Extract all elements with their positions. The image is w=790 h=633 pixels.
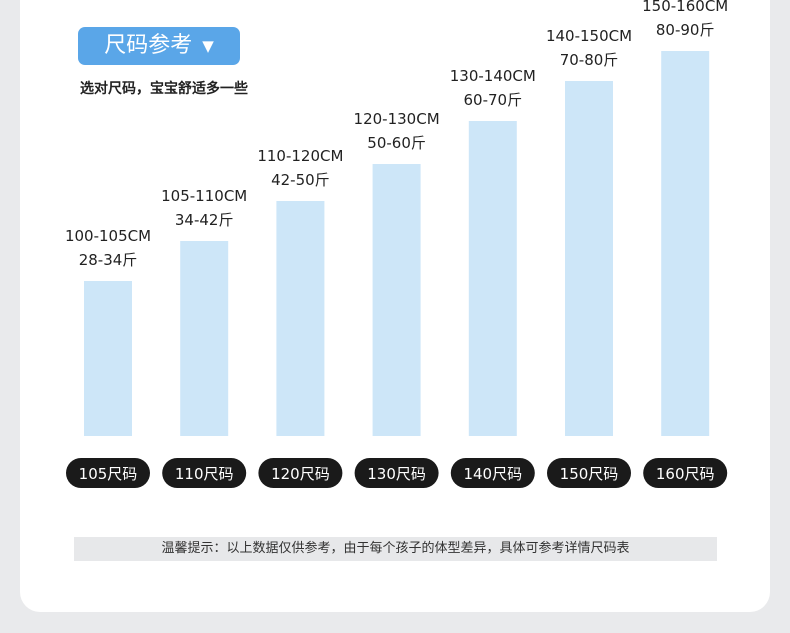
weight-label-6: 70-80斤 [560, 51, 619, 69]
size-pill-3 [258, 458, 343, 488]
bar-6 [565, 81, 613, 436]
bar-7 [661, 51, 710, 436]
category-label-7: 160尺码 [656, 465, 715, 483]
size-pill-5 [450, 458, 535, 488]
category-label-4: 130尺码 [367, 465, 426, 483]
height-label-4: 120-130CM [354, 110, 440, 128]
weight-label-4: 50-60斤 [367, 134, 426, 152]
bar-1 [84, 281, 132, 436]
bar-4 [372, 164, 421, 436]
height-label-2: 105-110CM [161, 187, 247, 205]
weight-label-1: 28-34斤 [79, 251, 138, 269]
size-pill-2 [162, 458, 247, 488]
bar-5 [468, 121, 517, 436]
weight-label-5: 60-70斤 [464, 91, 523, 109]
category-label-1: 105尺码 [79, 465, 138, 483]
category-label-2: 110尺码 [175, 465, 234, 483]
height-label-5: 130-140CM [450, 67, 536, 85]
weight-label-3: 42-50斤 [271, 171, 330, 189]
size-reference-title: 尺码参考 [104, 33, 193, 58]
triangle-down-icon: ▼ [202, 37, 214, 55]
weight-label-7: 80-90斤 [656, 21, 715, 39]
tip-banner: 温馨提示：以上数据仅供参考，由于每个孩子的体型差异，具体可参考详情尺码表 [74, 537, 717, 561]
size-reference-dropdown[interactable]: 尺码参考 ▼ [78, 27, 240, 65]
size-pill-4 [354, 458, 439, 488]
bar-2 [180, 241, 229, 436]
bar-3 [276, 201, 325, 436]
height-label-7: 150-160CM [642, 0, 728, 15]
category-label-5: 140尺码 [463, 465, 522, 483]
size-pill-6 [547, 458, 631, 488]
size-pill-7 [643, 458, 728, 488]
category-label-6: 150尺码 [560, 465, 619, 483]
category-label-3: 120尺码 [271, 465, 330, 483]
height-label-6: 140-150CM [546, 27, 632, 45]
size-pill-1 [66, 458, 150, 488]
height-label-1: 100-105CM [65, 227, 151, 245]
subtitle: 选对尺码，宝宝舒适多一些 [80, 81, 248, 97]
height-label-3: 110-120CM [257, 147, 343, 165]
weight-label-2: 34-42斤 [175, 211, 234, 229]
